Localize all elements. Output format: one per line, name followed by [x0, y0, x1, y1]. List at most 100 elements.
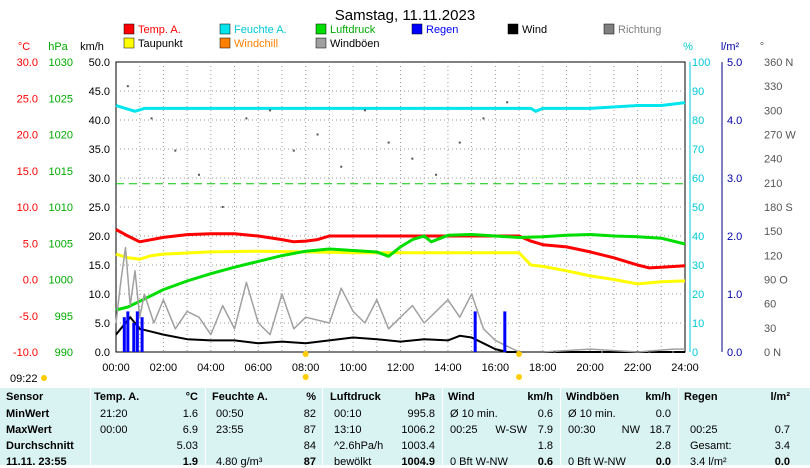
axis-tick-label: 0 N	[764, 347, 781, 359]
axis-tick-label: 15.0	[17, 166, 38, 178]
x-tick-label: 24:00	[671, 362, 699, 374]
header-rain-unit: l/m²	[770, 391, 790, 403]
statistics-table: Sensor Temp. A. °C Feuchte A.% Luftdruck hPa W…	[0, 388, 810, 468]
legend-swatch	[123, 23, 135, 35]
wind-time: 00:25	[450, 424, 478, 436]
header-wind: Wind	[448, 391, 475, 403]
header-wind-unit: km/h	[527, 391, 553, 403]
axis-tick-label: 210	[764, 178, 782, 190]
pressure-value: 1003.4	[401, 440, 435, 452]
header-pressure-unit: hPa	[414, 391, 435, 403]
axis-tick-label: 20.0	[89, 231, 110, 243]
humidity-time: 4.80 g/m³	[216, 456, 263, 468]
legend-swatch	[219, 23, 231, 35]
axis-tick-label: 1025	[49, 93, 73, 105]
x-tick-label: 02:00	[150, 362, 178, 374]
gust-value: 0.0	[655, 408, 671, 420]
rain-value: 0.7	[774, 424, 790, 436]
legend-label: Richtung	[618, 24, 661, 36]
series-line	[115, 249, 686, 286]
column-divider	[442, 388, 443, 465]
rain-value: 0.0	[774, 456, 790, 468]
axis-tick-label: 45.0	[89, 86, 110, 98]
axis-unit-label: °	[760, 41, 764, 53]
header-humidity-unit: %	[306, 391, 316, 403]
legend-label: Regen	[426, 24, 458, 36]
axis-tick-label: 3.0	[727, 173, 742, 185]
series-line	[115, 101, 686, 113]
direction-point	[672, 351, 675, 353]
axis-tick-label: 30.0	[89, 173, 110, 185]
axis-tick-label: 300	[764, 105, 782, 117]
temp-value: 5.03	[176, 440, 198, 452]
axis-tick-label: 30.0	[17, 57, 38, 69]
axis-tick-label: 20.0	[17, 130, 38, 142]
rain-bar	[140, 317, 144, 352]
x-tick-label: 06:00	[244, 362, 272, 374]
direction-point	[126, 85, 129, 88]
direction-point	[506, 101, 509, 104]
legend-label: Feuchte A.	[234, 24, 287, 36]
axis-tick-label: 0.0	[727, 347, 742, 359]
wind-time: Ø 10 min.	[450, 408, 498, 420]
legend-swatch	[315, 23, 327, 35]
pressure-value: 995.8	[407, 408, 435, 420]
axis-tick-label: 990	[55, 347, 73, 359]
gust-time: 00:30	[568, 424, 596, 436]
direction-point	[411, 157, 414, 160]
direction-point	[292, 149, 295, 152]
humidity-time: 00:50	[216, 408, 244, 420]
axis-tick-label: 5.0	[95, 318, 110, 330]
direction-point	[387, 141, 390, 144]
column-divider	[560, 388, 561, 465]
x-tick-label: 10:00	[339, 362, 367, 374]
direction-point	[150, 117, 153, 120]
axis-tick-label: 5.0	[727, 57, 742, 69]
axis-tick-label: 10	[692, 318, 704, 330]
rain-time: 3.4 l/m²	[690, 456, 727, 468]
pressure-time: 13:10	[334, 424, 362, 436]
sunset-icon	[516, 374, 523, 380]
gust-time: 0 Bft W-NW	[568, 456, 626, 468]
direction-point	[482, 117, 485, 120]
humidity-value: 84	[303, 440, 316, 452]
wind-value: 7.9	[537, 424, 553, 436]
legend-label: Taupunkt	[138, 38, 183, 50]
pressure-time: 00:10	[334, 408, 362, 420]
legend-label: Windchill	[234, 38, 278, 50]
gust-value: 18.7	[649, 424, 671, 436]
gust-value: 0.0	[655, 456, 671, 468]
axis-tick-label: -5.0	[19, 311, 38, 323]
direction-point	[648, 351, 651, 353]
header-temp-unit: °C	[185, 391, 198, 403]
axis-tick-label: -10.0	[13, 347, 38, 359]
header-rain: Regen	[684, 391, 718, 403]
chart-title: Samstag, 11.11.2023	[335, 7, 475, 24]
axis-tick-label: 30	[692, 260, 704, 272]
axis-tick-label: 40.0	[89, 115, 110, 127]
sunrise-icon	[302, 374, 309, 380]
axis-tick-label: 50	[692, 202, 704, 214]
axis-tick-label: 5.0	[23, 238, 38, 250]
axis-tick-label: 50.0	[89, 57, 110, 69]
x-tick-label: 16:00	[482, 362, 510, 374]
axis-tick-label: 0	[692, 347, 698, 359]
temp-time: 21:20	[100, 408, 128, 420]
row-label: Durchschnitt	[6, 440, 74, 452]
axis-unit-label: hPa	[48, 41, 68, 53]
temp-time: 00:00	[100, 424, 128, 436]
axis-tick-label: 10.0	[89, 289, 110, 301]
legend-swatch	[219, 37, 231, 49]
header-gust: Windböen	[566, 391, 620, 403]
direction-point	[340, 165, 343, 168]
pressure-time: bewölkt	[334, 456, 372, 468]
axis-tick-label: 1010	[49, 202, 73, 214]
column-divider	[322, 388, 323, 465]
axis-unit-label: km/h	[80, 41, 104, 53]
axis-tick-label: 180 S	[764, 202, 793, 214]
humidity-time: 23:55	[216, 424, 244, 436]
header-gust-unit: km/h	[645, 391, 671, 403]
direction-point	[197, 173, 200, 176]
sun-icon	[41, 375, 47, 381]
rain-bar	[135, 311, 139, 352]
